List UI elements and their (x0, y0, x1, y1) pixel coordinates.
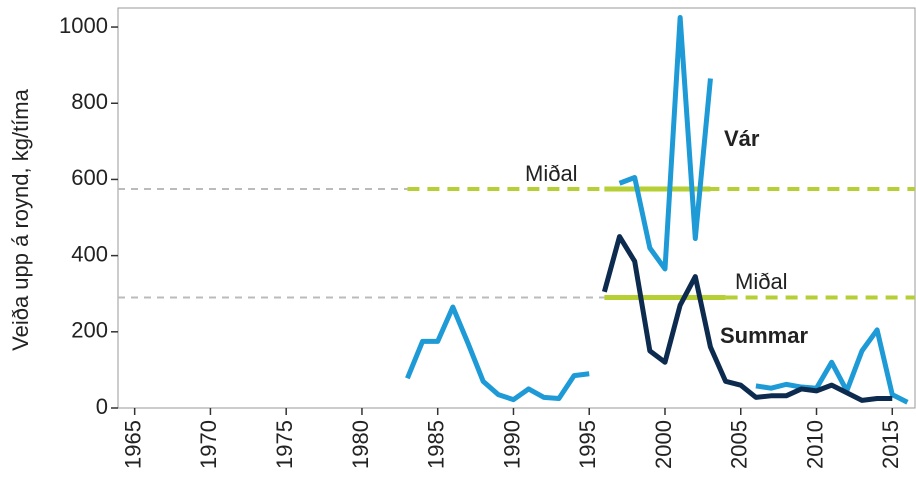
x-tick-label: 2015 (878, 420, 903, 469)
x-tick-label: 1965 (120, 420, 145, 469)
mean-label: Miðal (525, 161, 578, 186)
x-tick-label: 1975 (272, 420, 297, 469)
series-line (601, 234, 893, 403)
y-tick-label: 800 (71, 89, 108, 114)
plot-frame (117, 7, 916, 409)
y-tick-label: 0 (96, 394, 108, 419)
x-tick-label: 1980 (348, 420, 373, 469)
series-label: Summar (720, 323, 808, 348)
x-tick-label: 2005 (727, 420, 752, 469)
y-tick-label: 1000 (59, 13, 108, 38)
series-line (405, 304, 590, 403)
y-tick-label: 200 (71, 318, 108, 343)
y-axis-label: Veiða upp á roynd, kg/tíma (8, 88, 33, 350)
series-line (755, 327, 909, 405)
x-tick-label: 1995 (575, 420, 600, 469)
y-tick-label: 400 (71, 241, 108, 266)
x-tick-label: 1990 (499, 420, 524, 469)
mean-label: Miðal (735, 269, 788, 294)
x-tick-label: 1970 (196, 420, 221, 469)
x-tick-label: 2010 (802, 420, 827, 469)
x-tick-label: 1985 (424, 420, 449, 469)
y-tick-label: 600 (71, 165, 108, 190)
series-line (618, 15, 713, 272)
x-tick-label: 2000 (651, 420, 676, 469)
series-label: Vár (724, 126, 760, 151)
